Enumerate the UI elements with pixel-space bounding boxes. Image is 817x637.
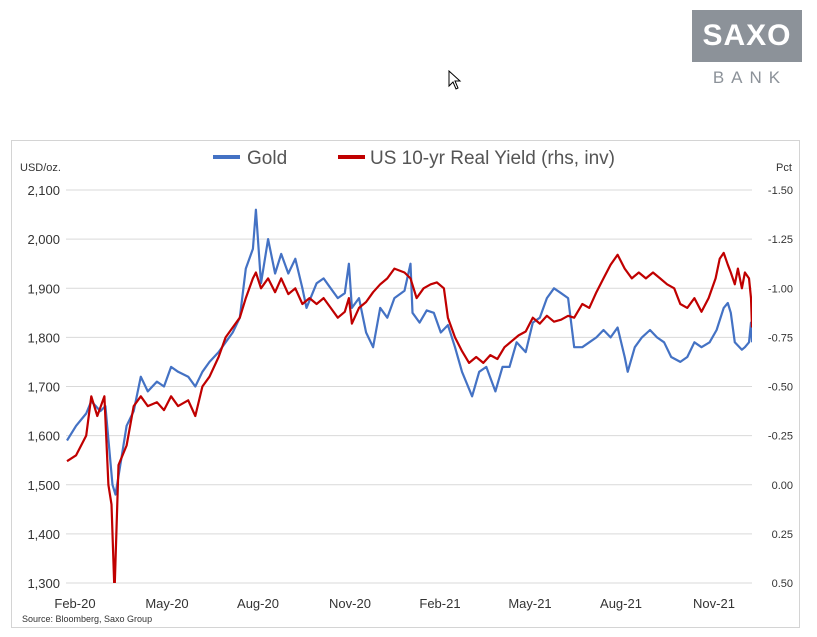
y-left-tick-label: 1,900 xyxy=(27,281,60,296)
y-left-tick-label: 1,300 xyxy=(27,576,60,591)
y-right-tick-label: 0.25 xyxy=(772,529,793,541)
y-left-tick-label: 1,600 xyxy=(27,429,60,444)
y-left-tick-label: 1,500 xyxy=(27,478,60,493)
y-left-tick-label: 2,000 xyxy=(27,232,60,247)
saxo-bank-logo: SAXO BANK xyxy=(692,10,802,88)
y-left-tick-label: 1,700 xyxy=(27,380,60,395)
x-tick-label: Aug-21 xyxy=(600,596,642,611)
y-right-tick-label: -0.25 xyxy=(768,431,793,443)
y-left-tick-label: 2,100 xyxy=(27,183,60,198)
x-tick-label: May-20 xyxy=(145,596,188,611)
x-tick-label: May-21 xyxy=(508,596,551,611)
legend: Gold US 10-yr Real Yield (rhs, inv) xyxy=(213,148,615,169)
y-right-tick-label: -1.00 xyxy=(768,283,793,295)
y-right-tick-label: 0.50 xyxy=(772,578,793,590)
tick-labels: 2,100 2,000 1,900 1,800 1,700 1,600 1,500 1,400… xyxy=(27,183,793,611)
x-tick-label: Nov-20 xyxy=(329,596,371,611)
legend-label-yield: US 10-yr Real Yield (rhs, inv) xyxy=(370,148,615,169)
y-right-tick-label: -1.25 xyxy=(768,234,793,246)
y-right-tick-label: -0.50 xyxy=(768,382,793,394)
y-right-tick-label: -0.75 xyxy=(768,332,793,344)
source-note: Source: Bloomberg, Saxo Group xyxy=(22,614,152,624)
gridlines xyxy=(66,189,752,584)
x-tick-label: Aug-20 xyxy=(237,596,279,611)
y-right-tick-label: -1.50 xyxy=(768,185,793,197)
logo-wordmark-saxo: SAXO xyxy=(692,10,802,62)
left-axis-unit: USD/oz. xyxy=(20,162,61,174)
mouse-cursor-icon xyxy=(448,70,462,90)
logo-wordmark-bank: BANK xyxy=(712,68,788,87)
series-layer xyxy=(66,208,752,583)
y-left-tick-label: 1,400 xyxy=(27,527,60,542)
x-tick-label: Nov-21 xyxy=(693,596,735,611)
y-right-tick-label: 0.00 xyxy=(772,480,793,492)
chart-frame xyxy=(11,140,800,628)
series-line-real-yield xyxy=(66,251,752,583)
x-tick-label: Feb-21 xyxy=(419,596,460,611)
series-line-gold xyxy=(66,208,752,496)
legend-label-gold: Gold xyxy=(247,148,287,169)
right-axis-unit: Pct xyxy=(776,162,792,174)
x-tick-label: Feb-20 xyxy=(54,596,95,611)
y-left-tick-label: 1,800 xyxy=(27,330,60,345)
